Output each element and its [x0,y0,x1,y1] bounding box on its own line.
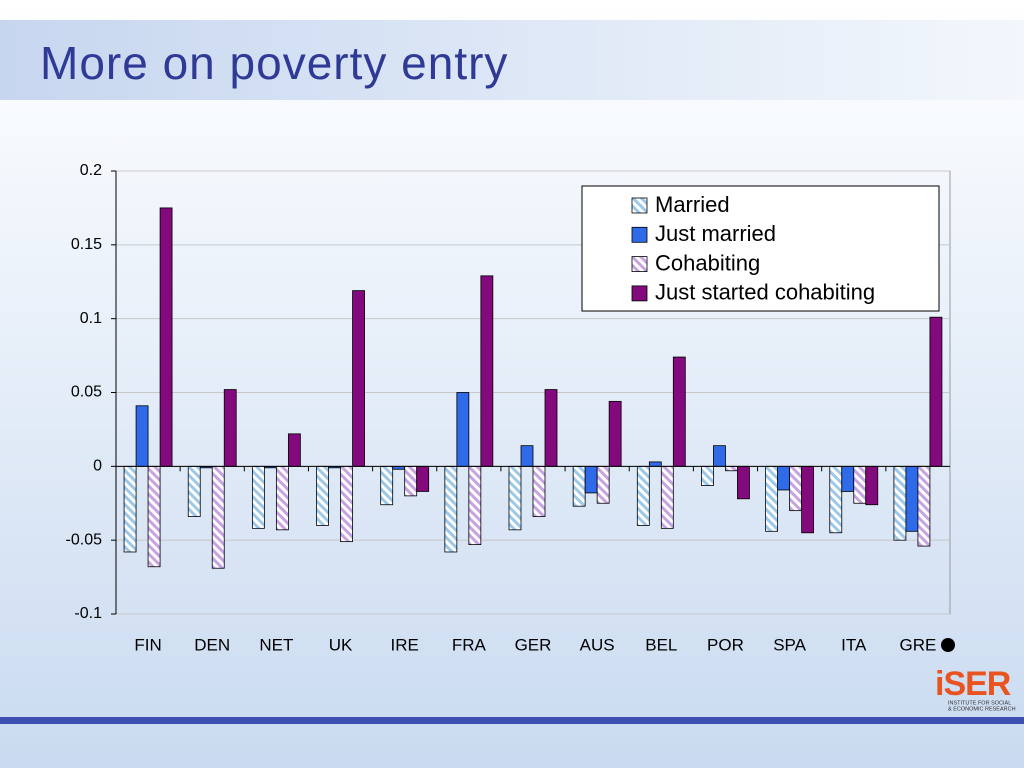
bar [713,445,726,467]
bar [701,465,714,486]
bar [223,389,237,467]
x-tick-label: FRA [452,635,487,654]
bar [352,290,365,467]
y-tick-label: 0.05 [71,384,102,401]
legend-swatch [631,226,648,243]
x-tick-label: NET [259,635,293,654]
y-tick-label: 0 [93,458,102,475]
bar [905,465,919,532]
bar [865,465,879,506]
bar [135,405,149,467]
logo-line: INSTITUTE FOR SOCIAL [948,700,1011,706]
x-tick-label: IRE [391,635,419,654]
bar [532,465,546,517]
bar [508,465,522,531]
bar [893,465,907,541]
y-tick-label: 0.15 [71,236,102,253]
bar [340,465,353,543]
bar [316,465,329,526]
bar [187,465,201,517]
bar [917,465,931,547]
x-tick-label: GER [515,635,552,654]
bar [829,465,843,534]
bar [737,465,750,500]
bar [841,465,855,492]
bar [275,465,289,531]
bar [636,465,650,526]
x-tick-label: ITA [841,635,867,654]
logo-line: & ECONOMIC RESEARCH [948,706,1016,712]
x-tick-label: AUS [580,635,615,654]
y-tick-label: -0.1 [74,605,102,622]
bar [584,465,598,494]
x-tick-label: GRE [900,635,937,654]
header-band [0,20,1024,100]
x-tick-label: UK [329,635,353,654]
bar [648,461,662,467]
bar [660,465,674,529]
legend-swatch [631,285,648,302]
legend-label: Just started cohabiting [655,280,875,305]
bar [456,392,470,467]
slide-title: More on poverty entry [40,37,509,89]
bar [725,465,738,472]
footer-line [0,717,1024,724]
bar [287,433,301,467]
x-tick-label: DEN [194,635,230,654]
bar [765,465,779,532]
bar [380,465,394,506]
y-tick-label: -0.05 [66,531,103,548]
bar [789,465,803,512]
bar [929,316,943,467]
bar [777,465,791,491]
bar [801,465,815,534]
bar [608,400,622,467]
bar [444,465,458,553]
bar [572,465,586,507]
logo-name: iSER [935,665,1011,703]
x-tick-label: FIN [134,635,161,654]
x-tick-label: SPA [773,635,806,654]
bar [147,465,161,568]
legend-swatch [631,197,648,214]
legend-label: Married [655,192,730,217]
bar [468,465,482,545]
logo-dot [941,638,955,652]
bar [853,465,867,504]
bar [544,389,558,467]
bar [672,356,686,467]
legend-swatch [631,256,648,273]
bar [123,465,137,553]
bar [251,465,265,529]
logo: iSER INSTITUTE FOR SOCIAL & ECONOMIC RES… [935,638,1016,712]
bar [520,445,534,467]
legend-label: Cohabiting [655,250,760,275]
bar [159,207,173,467]
y-tick-label: 0.2 [80,162,102,179]
y-tick-label: 0.1 [80,310,102,327]
bar [416,465,430,492]
bar [404,465,418,497]
bar [480,275,494,467]
x-tick-label: POR [707,635,744,654]
x-tick-label: BEL [645,635,677,654]
legend-label: Just married [655,221,776,246]
bar [211,465,225,569]
bar [596,465,610,504]
